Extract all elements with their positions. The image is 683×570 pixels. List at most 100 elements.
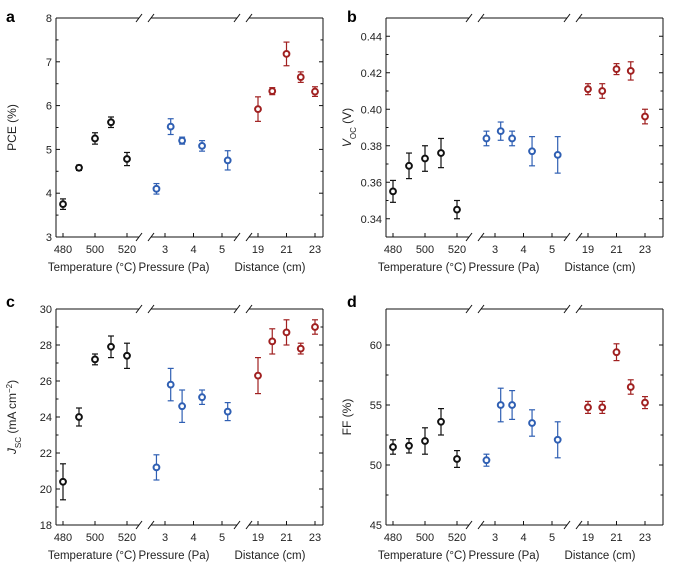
marker	[282, 50, 291, 58]
x-tick-label: 5	[549, 244, 555, 256]
data-point-pressure	[508, 389, 517, 420]
data-point-distance	[282, 319, 291, 346]
axis-break-mark	[563, 232, 583, 242]
y-tick-label: 50	[370, 460, 382, 472]
x-tick-label: 5	[219, 244, 225, 256]
axes-frame	[55, 308, 324, 526]
x-tick-label: 19	[582, 244, 594, 256]
marker	[453, 205, 461, 214]
x-tick-label: 3	[492, 244, 498, 256]
x-tick-label: 520	[118, 532, 136, 544]
data-point-temperature	[389, 439, 397, 455]
marker	[123, 351, 131, 360]
data-point-pressure	[553, 421, 562, 459]
x-tick-label: 480	[384, 532, 402, 544]
axes-frame	[385, 17, 664, 238]
x-tick-label: 23	[639, 532, 651, 544]
y-tick-label: 30	[40, 304, 52, 316]
y-tick-label: 0.34	[361, 214, 382, 226]
marker	[528, 419, 536, 427]
data-point-pressure	[152, 454, 161, 481]
data-point-distance	[584, 400, 592, 414]
data-point-distance	[626, 379, 635, 395]
data-point-temperature	[123, 151, 131, 167]
x-tick-label: 23	[309, 532, 321, 544]
y-axis-label: FF (%)	[340, 399, 354, 436]
y-tick-label: 6	[46, 101, 52, 113]
y-tick-label: 60	[370, 340, 382, 352]
x-tick-label: 5	[219, 532, 225, 544]
marker	[437, 149, 445, 157]
data-point-temperature	[453, 450, 461, 468]
data-point-temperature	[437, 137, 445, 169]
marker	[166, 380, 175, 389]
x-tick-label: 4	[520, 244, 526, 256]
data-point-distance	[598, 83, 607, 99]
panel-label: d	[347, 294, 357, 311]
x-tick-label: 3	[162, 532, 168, 544]
axis-break-mark	[563, 13, 583, 23]
marker	[584, 403, 592, 412]
x-tick-label: 19	[582, 532, 594, 544]
marker	[508, 134, 517, 143]
y-tick-label: 5	[46, 144, 52, 156]
marker	[91, 355, 99, 364]
marker	[528, 147, 536, 156]
data-point-pressure	[166, 118, 175, 136]
data-point-distance	[254, 356, 262, 395]
data-point-pressure	[528, 136, 536, 167]
data-point-distance	[641, 108, 649, 125]
marker	[496, 127, 505, 136]
marker	[296, 73, 305, 82]
marker	[123, 155, 131, 163]
marker	[107, 342, 115, 351]
data-point-temperature	[421, 427, 429, 455]
y-tick-label: 0.38	[361, 141, 382, 153]
group-label-temperature: Temperature (°C)	[48, 550, 136, 562]
group-label-temperature: Temperature (°C)	[378, 550, 466, 562]
axis-break-mark	[563, 520, 583, 530]
marker	[254, 371, 262, 380]
axis-break-mark	[233, 304, 253, 314]
data-point-temperature	[123, 342, 131, 370]
x-tick-label: 3	[162, 244, 168, 256]
group-label-pressure: Pressure (Pa)	[139, 550, 210, 562]
marker	[482, 456, 491, 465]
x-tick-label: 5	[549, 532, 555, 544]
marker	[553, 150, 562, 159]
x-tick-label: 520	[118, 244, 136, 256]
marker	[496, 401, 505, 409]
y-tick-label: 0.42	[361, 68, 382, 80]
x-tick-label: 480	[54, 244, 72, 256]
data-point-pressure	[482, 130, 491, 147]
marker	[626, 67, 635, 75]
marker	[598, 87, 607, 95]
y-tick-label: 45	[370, 520, 382, 532]
data-point-temperature	[91, 353, 99, 366]
x-tick-label: 19	[252, 244, 264, 256]
data-point-distance	[296, 71, 305, 83]
x-tick-label: 21	[610, 244, 622, 256]
x-tick-label: 4	[190, 244, 196, 256]
marker	[268, 87, 277, 96]
data-point-temperature	[453, 199, 461, 220]
x-tick-label: 500	[86, 244, 104, 256]
axis-break-mark	[135, 13, 155, 23]
data-point-temperature	[107, 335, 115, 359]
axes-frame	[385, 308, 664, 526]
y-axis-label: VOC (V)	[340, 108, 358, 147]
chart-panel-c: c JSC (mA cm−2) 18 20 22 24 26 28 30 480 500 520 Tem…	[5, 294, 324, 562]
data-point-temperature	[405, 152, 413, 180]
marker	[268, 337, 277, 346]
x-tick-label: 21	[280, 244, 292, 256]
data-point-temperature	[75, 407, 83, 427]
marker	[282, 328, 291, 337]
y-tick-label: 22	[40, 448, 52, 460]
data-point-pressure	[166, 367, 175, 402]
data-point-pressure	[528, 409, 536, 437]
data-point-pressure	[496, 121, 505, 141]
data-point-temperature	[91, 132, 99, 145]
axis-break-mark	[465, 13, 485, 23]
